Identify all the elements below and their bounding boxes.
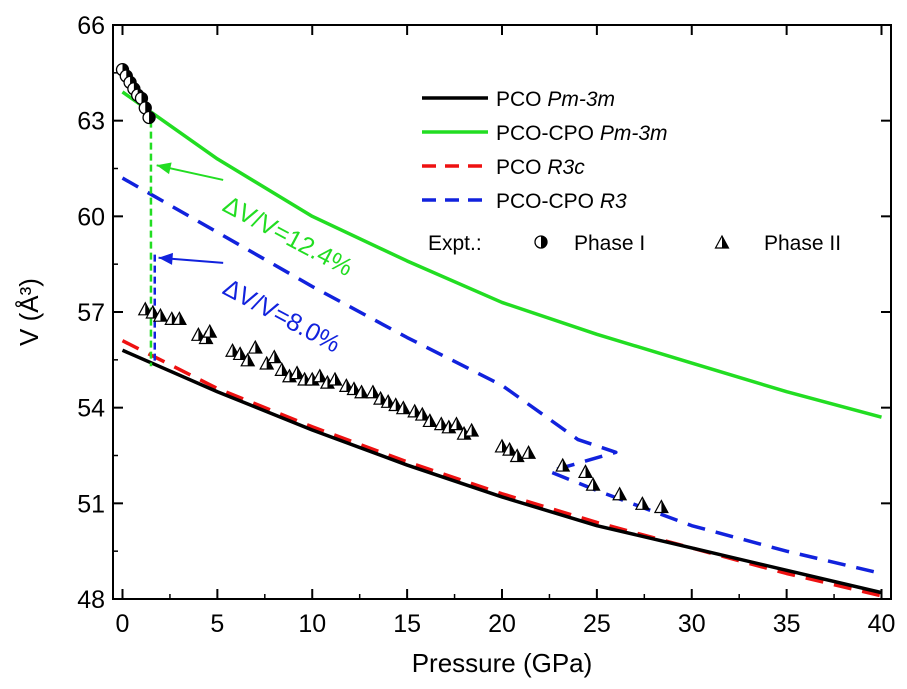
phase-ii-point-fill (661, 500, 668, 513)
experimental-points (115, 62, 669, 514)
phase-ii-point-fill (281, 363, 289, 376)
phase-ii-point-fill (642, 497, 649, 510)
y-tick-label: 63 (77, 108, 105, 136)
phase-ii-point-fill (319, 369, 327, 382)
phase-ii-point-fill (471, 423, 479, 436)
axis-ticks (113, 24, 891, 600)
phase-ii-point-fill (372, 385, 380, 398)
legend: PCO Pm-3m PCO-CPO Pm-3m PCO R3c PCO-CPO R3 E… (422, 88, 841, 255)
phase-ii-point-fill (240, 347, 247, 360)
y-tick-label: 48 (77, 586, 105, 614)
y-tick-label: 57 (77, 299, 105, 327)
series-line-1 (121, 90, 882, 419)
plot-frame (112, 24, 892, 600)
y-axis-title: V (Å³) (14, 278, 44, 346)
legend-phase-ii-marker-fill (722, 236, 729, 248)
annotations: ΔV/V=12.4%ΔV/V=8.0% (156, 162, 357, 359)
x-tick-label: 10 (298, 610, 326, 638)
series-curves (121, 90, 882, 598)
y-tick-label: 51 (77, 490, 105, 518)
y-tick-label: 60 (77, 203, 105, 231)
legend-phase-i-marker-fill (541, 236, 547, 248)
phase-ii-point-fill (179, 312, 186, 325)
x-tick-label: 40 (868, 610, 896, 638)
phase-ii-point-fill (403, 401, 410, 414)
x-tick-label: 35 (773, 610, 801, 638)
series-line-2 (121, 339, 882, 598)
phase-ii-point-fill (593, 478, 600, 491)
x-tick-label: 30 (678, 610, 706, 638)
legend-phase-ii-label: Phase II (764, 232, 841, 255)
transition-lines (149, 120, 156, 367)
x-axis-title: Pressure (GPa) (412, 648, 593, 678)
phase-ii-point-fill (274, 350, 281, 363)
x-tick-label: 20 (488, 610, 516, 638)
x-tick-label: 0 (116, 610, 130, 638)
y-tick-label: 66 (77, 12, 105, 40)
phase-ii-point-fill (509, 443, 517, 456)
phase-ii-point-fill (297, 366, 304, 379)
annotation-text-0: ΔV/V=12.4% (218, 191, 357, 283)
phase-ii-point-fill (160, 309, 167, 322)
y-tick-label: 54 (77, 395, 105, 423)
legend-phase-i-label: Phase I (574, 232, 645, 255)
legend-label-0: PCO Pm-3m (496, 88, 615, 111)
tick-labels: 0 5 10 15 20 25 30 35 40 48 51 54 57 60 63 66 (77, 12, 895, 638)
phase-ii-point-fill (255, 341, 262, 354)
phase-ii-point-fill (429, 414, 437, 427)
x-tick-label: 5 (210, 610, 224, 638)
phase-ii-point-fill (619, 487, 627, 500)
annotation-text-1: ΔV/V=8.0% (218, 273, 345, 358)
legend-label-2: PCO R3c (496, 156, 585, 179)
x-tick-label: 25 (583, 610, 611, 638)
phase-ii-point-fill (528, 446, 536, 459)
phase-ii-point-fill (585, 465, 592, 478)
annotation-arrowhead-1 (158, 252, 173, 265)
phase-ii-point-fill (422, 408, 429, 421)
phase-ii-point-fill (456, 417, 463, 430)
phase-i-point-fill (149, 111, 156, 124)
series-line-0 (121, 348, 882, 595)
annotation-arrowhead-0 (156, 162, 172, 175)
phase-ii-point-fill (335, 372, 342, 385)
phase-ii-point-fill (247, 353, 255, 366)
legend-label-3: PCO-CPO R3 (496, 190, 627, 213)
x-tick-label: 15 (393, 610, 421, 638)
legend-label-1: PCO-CPO Pm-3m (496, 122, 668, 145)
phase-ii-point-fill (209, 325, 217, 338)
phase-ii-point-fill (361, 385, 369, 398)
legend-expt-label: Expt.: (428, 232, 482, 255)
phase-ii-point-fill (562, 459, 570, 472)
